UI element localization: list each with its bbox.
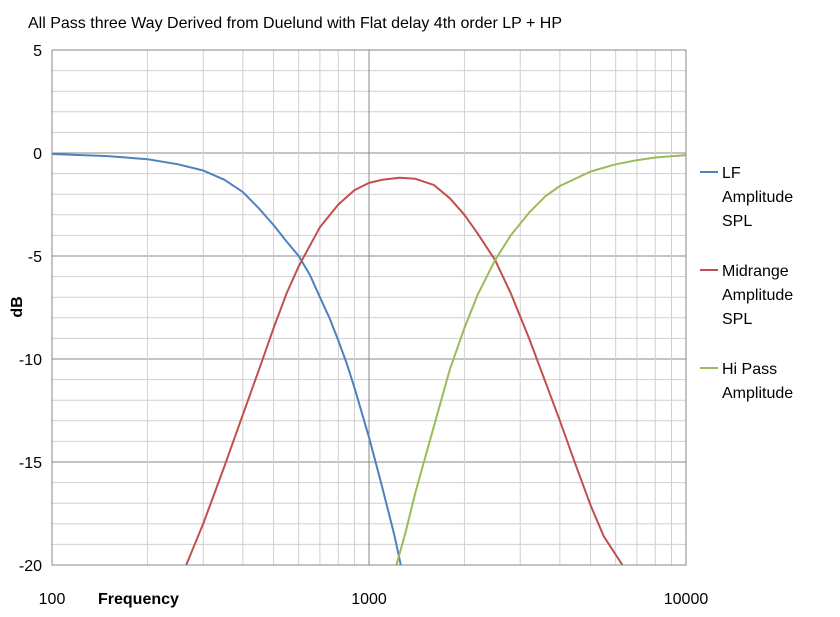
legend-label-midrange: Midrange [722,263,789,280]
legend: LF Amplitude SPL Midrange Amplitude SPL … [700,165,793,402]
y-tick-label: -5 [28,249,42,266]
y-tick-label: -15 [19,455,42,472]
legend-label-lf: LF [722,165,741,182]
y-tick-label: -20 [19,558,42,575]
y-tick-label: -10 [19,352,42,369]
series-line-midrange [185,176,624,566]
legend-label-hipass: Amplitude [722,385,793,402]
x-tick-label: 100 [39,591,66,608]
series-line-lf [51,153,402,566]
y-axis-title: dB [9,296,26,317]
y-tick-label: 0 [33,146,42,163]
legend-label-midrange: Amplitude [722,287,793,304]
legend-label-hipass: Hi Pass [722,361,777,378]
y-tick-label: 5 [33,43,42,60]
legend-label-lf: SPL [722,213,752,230]
x-axis-title: Frequency [98,591,179,608]
x-tick-label: 1000 [351,591,387,608]
plot-border [51,49,687,566]
series-group [51,153,687,566]
chart-title: All Pass three Way Derived from Duelund … [28,15,562,32]
grid [51,49,687,566]
series-line-hipass [395,154,687,566]
legend-label-midrange: SPL [722,311,752,328]
x-tick-label: 10000 [664,591,709,608]
legend-label-lf: Amplitude [722,189,793,206]
